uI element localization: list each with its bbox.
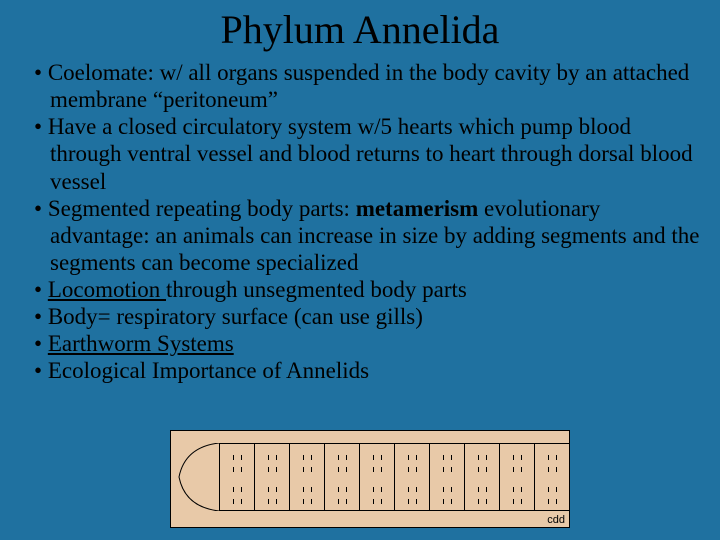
- bullet-text: Coelomate: w/ all organs suspended in th…: [48, 60, 690, 112]
- locomotion-link[interactable]: Locomotion: [48, 277, 166, 302]
- bullet-item: • Earthworm Systems: [34, 330, 702, 357]
- bullet-list: Coelomate: w/ all organs suspended in th…: [18, 59, 702, 385]
- earthworm-systems-link[interactable]: Earthworm Systems: [48, 331, 234, 356]
- worm-diagram: cdd: [170, 430, 570, 528]
- bullet-item: Have a closed circulatory system w/5 hea…: [34, 113, 702, 194]
- bullet-item: Coelomate: w/ all organs suspended in th…: [34, 59, 702, 113]
- bullet-text: through unsegmented body parts: [166, 277, 467, 302]
- bullet-text: Ecological Importance of Annelids: [48, 358, 369, 383]
- bullet-text: Body= respiratory surface (can use gills…: [48, 304, 423, 329]
- bullet-item: Segmented repeating body parts: metameri…: [34, 195, 702, 276]
- worm-body: [177, 443, 565, 511]
- slide: Phylum Annelida Coelomate: w/ all organs…: [0, 0, 720, 385]
- diagram-corner-label: cdd: [547, 514, 565, 526]
- worm-nose: [177, 443, 219, 511]
- bullet-item: • Ecological Importance of Annelids: [34, 357, 702, 384]
- bullet-text: Have a closed circulatory system w/5 hea…: [48, 114, 693, 193]
- bullet-item: • Body= respiratory surface (can use gil…: [34, 303, 702, 330]
- bullet-text: Segmented repeating body parts:: [48, 196, 356, 221]
- slide-title: Phylum Annelida: [18, 6, 702, 53]
- bullet-item: Locomotion through unsegmented body part…: [34, 276, 702, 303]
- bold-term: metamerism: [356, 196, 479, 221]
